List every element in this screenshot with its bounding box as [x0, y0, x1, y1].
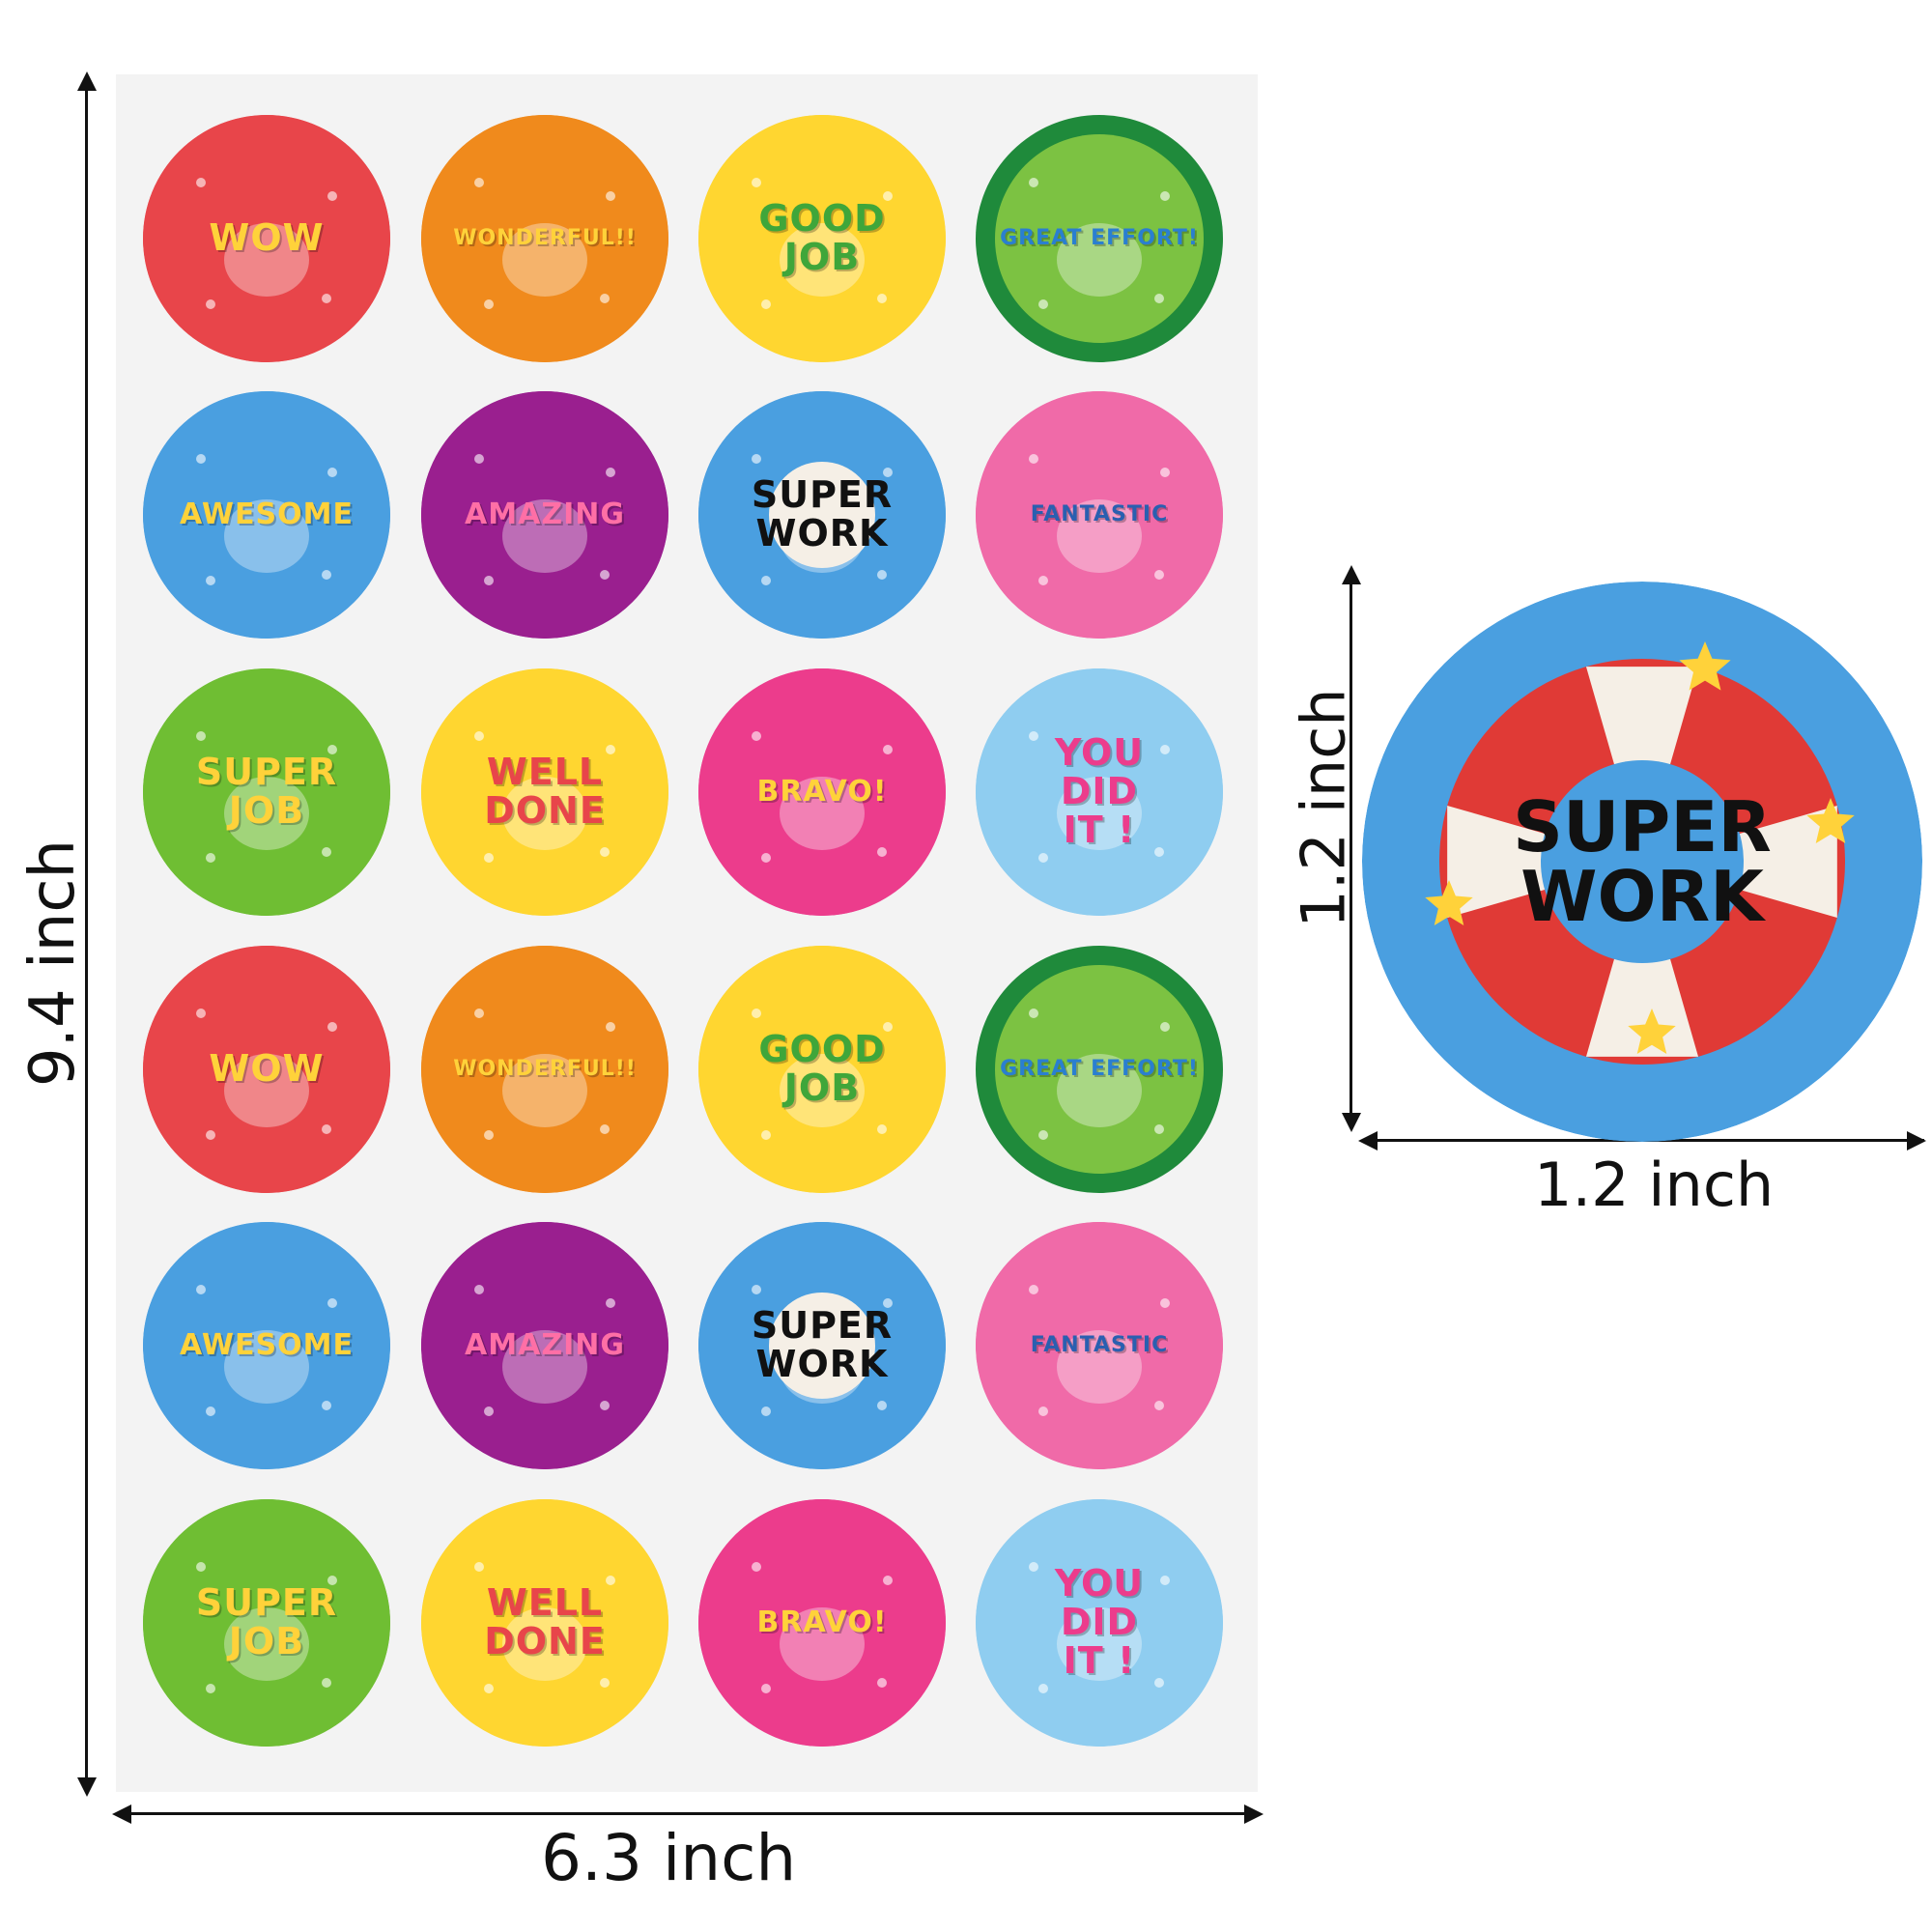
featured-sticker-text: SUPER WORK	[1513, 786, 1772, 937]
ice-cream-icon	[976, 1499, 1223, 1747]
sticker: SUPER JOB	[143, 1499, 390, 1747]
sticker: GOOD JOB	[698, 115, 946, 362]
sticker-text: AWESOME	[180, 497, 354, 532]
sticker: SUPER WORK	[698, 1222, 946, 1469]
sticker-text: FANTASTIC	[1030, 502, 1169, 527]
flamingo-icon	[421, 668, 668, 916]
pineapple-icon	[143, 115, 390, 362]
duck-float-icon	[143, 1222, 390, 1469]
sticker: WOW	[143, 946, 390, 1193]
sticker-text: WOW	[209, 216, 325, 260]
sticker-text: BRAVO!	[756, 1605, 888, 1640]
sticker: BRAVO!	[698, 1499, 946, 1747]
mango-icon	[421, 115, 668, 362]
watermelon-icon	[698, 115, 946, 362]
sticker-text: GOOD JOB	[758, 1028, 886, 1109]
arrow-down-icon	[1342, 1113, 1361, 1132]
cactus-icon	[421, 391, 668, 639]
duck-float-icon	[143, 391, 390, 639]
flamingo-icon	[421, 1499, 668, 1747]
sheet-width-line	[118, 1812, 1258, 1815]
sticker-text: FANTASTIC	[1030, 1333, 1169, 1358]
ice-cream-icon	[976, 668, 1223, 916]
arrow-right-icon	[1907, 1131, 1926, 1151]
arrow-right-icon	[1244, 1804, 1264, 1824]
sticker-text: AMAZING	[465, 1328, 625, 1363]
pineapple-icon	[143, 946, 390, 1193]
arrow-left-icon	[1358, 1131, 1378, 1151]
sticker: AMAZING	[421, 391, 668, 639]
sticker-text: SUPER JOB	[195, 751, 338, 832]
sticker: AWESOME	[143, 391, 390, 639]
sticker-text: AWESOME	[180, 1328, 354, 1363]
featured-sticker: SUPER WORK	[1362, 582, 1922, 1142]
sticker-height-label: 1.2 inch	[1288, 688, 1359, 928]
sticker: GREAT EFFORT!	[976, 115, 1223, 362]
crab-icon	[143, 668, 390, 916]
sticker: WOW	[143, 115, 390, 362]
flip-flops-icon	[976, 1222, 1223, 1469]
sticker: FANTASTIC	[976, 391, 1223, 639]
juice-icon	[698, 1499, 946, 1747]
sticker-width-label: 1.2 inch	[1534, 1150, 1775, 1220]
sticker-text: WELL DONE	[484, 751, 606, 832]
sticker-text: SUPER WORK	[752, 1293, 892, 1399]
life-ring-icon	[1362, 582, 1922, 1142]
sticker-text: GOOD JOB	[758, 197, 886, 278]
sheet-height-line	[85, 77, 88, 1787]
sticker-text: GREAT EFFORT!	[1000, 226, 1199, 251]
sticker: GOOD JOB	[698, 946, 946, 1193]
arrow-down-icon	[77, 1777, 97, 1797]
arrow-up-icon	[1342, 565, 1361, 584]
sticker-sheet: WOW WONDERFUL!! GOOD JOB GREAT EFFORT! AWESO…	[116, 74, 1258, 1792]
sticker: GREAT EFFORT!	[976, 946, 1223, 1193]
sticker: YOU DID IT !	[976, 668, 1223, 916]
lemon-icon	[995, 965, 1204, 1174]
sticker: YOU DID IT !	[976, 1499, 1223, 1747]
sticker: AMAZING	[421, 1222, 668, 1469]
sticker: BRAVO!	[698, 668, 946, 916]
cactus-icon	[421, 1222, 668, 1469]
sheet-height-label: 9.4 inch	[17, 838, 89, 1088]
sticker: SUPER WORK	[698, 391, 946, 639]
crab-icon	[143, 1499, 390, 1747]
lemon-icon	[995, 134, 1204, 343]
sticker-text: SUPER WORK	[752, 462, 892, 568]
sticker: WONDERFUL!!	[421, 946, 668, 1193]
sticker-text: WONDERFUL!!	[453, 1057, 637, 1082]
sticker-text: AMAZING	[465, 497, 625, 532]
mango-icon	[421, 946, 668, 1193]
arrow-up-icon	[77, 71, 97, 91]
sticker: AWESOME	[143, 1222, 390, 1469]
sticker-text: SUPER JOB	[195, 1581, 338, 1662]
sticker: SUPER JOB	[143, 668, 390, 916]
sticker: FANTASTIC	[976, 1222, 1223, 1469]
sticker-text: WELL DONE	[484, 1581, 606, 1662]
sticker-text: GREAT EFFORT!	[1000, 1057, 1199, 1082]
sticker-text: WOW	[209, 1047, 325, 1091]
sticker-text: YOU DID IT !	[1054, 731, 1145, 851]
sticker-text: WONDERFUL!!	[453, 226, 637, 251]
watermelon-icon	[698, 946, 946, 1193]
arrow-left-icon	[112, 1804, 131, 1824]
sticker-height-line	[1350, 575, 1352, 1121]
sticker: WELL DONE	[421, 1499, 668, 1747]
sticker: WONDERFUL!!	[421, 115, 668, 362]
sticker-text: YOU DID IT !	[1054, 1562, 1145, 1682]
juice-icon	[698, 668, 946, 916]
flip-flops-icon	[976, 391, 1223, 639]
sticker: WELL DONE	[421, 668, 668, 916]
sticker-text: BRAVO!	[756, 775, 888, 810]
sheet-width-label: 6.3 inch	[541, 1821, 797, 1895]
